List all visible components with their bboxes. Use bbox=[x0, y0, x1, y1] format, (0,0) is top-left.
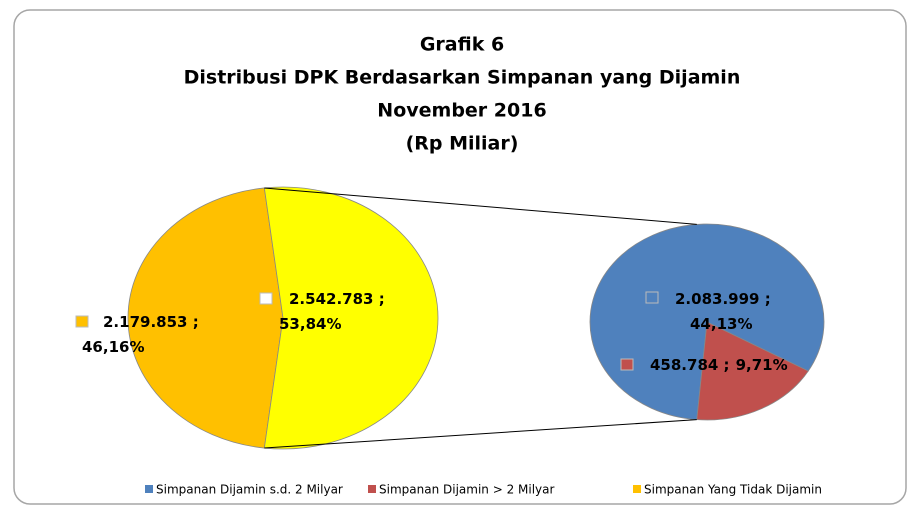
chart-title: (Rp Miliar) bbox=[406, 133, 519, 155]
data-label: 458.784 ; 9,71% bbox=[650, 356, 788, 374]
pie-slice bbox=[263, 186, 439, 450]
label-percent: 44,13% bbox=[690, 315, 752, 333]
chart-title: Distribusi DPK Berdasarkan Simpanan yang… bbox=[184, 67, 741, 89]
pie-slice bbox=[127, 187, 284, 449]
label-key bbox=[620, 358, 634, 371]
label-key bbox=[75, 315, 89, 328]
secondary-slice bbox=[696, 321, 809, 421]
chart-title: November 2016 bbox=[377, 100, 546, 122]
label-value: 2.179.853 bbox=[103, 313, 187, 331]
label-percent: 9,71% bbox=[736, 356, 788, 374]
connector-line bbox=[264, 419, 697, 449]
connector-line bbox=[264, 187, 697, 225]
label-percent: 53,84% bbox=[279, 315, 341, 333]
label-key bbox=[259, 292, 273, 305]
data-label: 2.083.999 ; 44,13% bbox=[675, 290, 771, 333]
legend-key bbox=[145, 485, 153, 493]
label-separator: ; bbox=[718, 356, 729, 374]
legend-key bbox=[633, 485, 641, 493]
label-separator: ; bbox=[759, 290, 770, 308]
label-separator: ; bbox=[187, 313, 198, 331]
legend-label: Simpanan Dijamin s.d. 2 Milyar bbox=[156, 483, 343, 497]
chart-title: Grafik 6 bbox=[420, 34, 504, 56]
label-percent: 46,16% bbox=[82, 338, 144, 356]
legend-label: Simpanan Dijamin > 2 Milyar bbox=[379, 483, 554, 497]
label-separator: ; bbox=[373, 290, 384, 308]
legend-key bbox=[368, 485, 376, 493]
label-value: 2.542.783 bbox=[289, 290, 373, 308]
data-label: 2.179.853 ; 46,16% bbox=[82, 313, 199, 356]
label-value: 2.083.999 bbox=[675, 290, 759, 308]
label-key bbox=[645, 291, 659, 304]
data-label: 2.542.783 ; 53,84% bbox=[279, 290, 385, 333]
label-value: 458.784 bbox=[650, 356, 718, 374]
legend-label: Simpanan Yang Tidak Dijamin bbox=[644, 483, 822, 497]
